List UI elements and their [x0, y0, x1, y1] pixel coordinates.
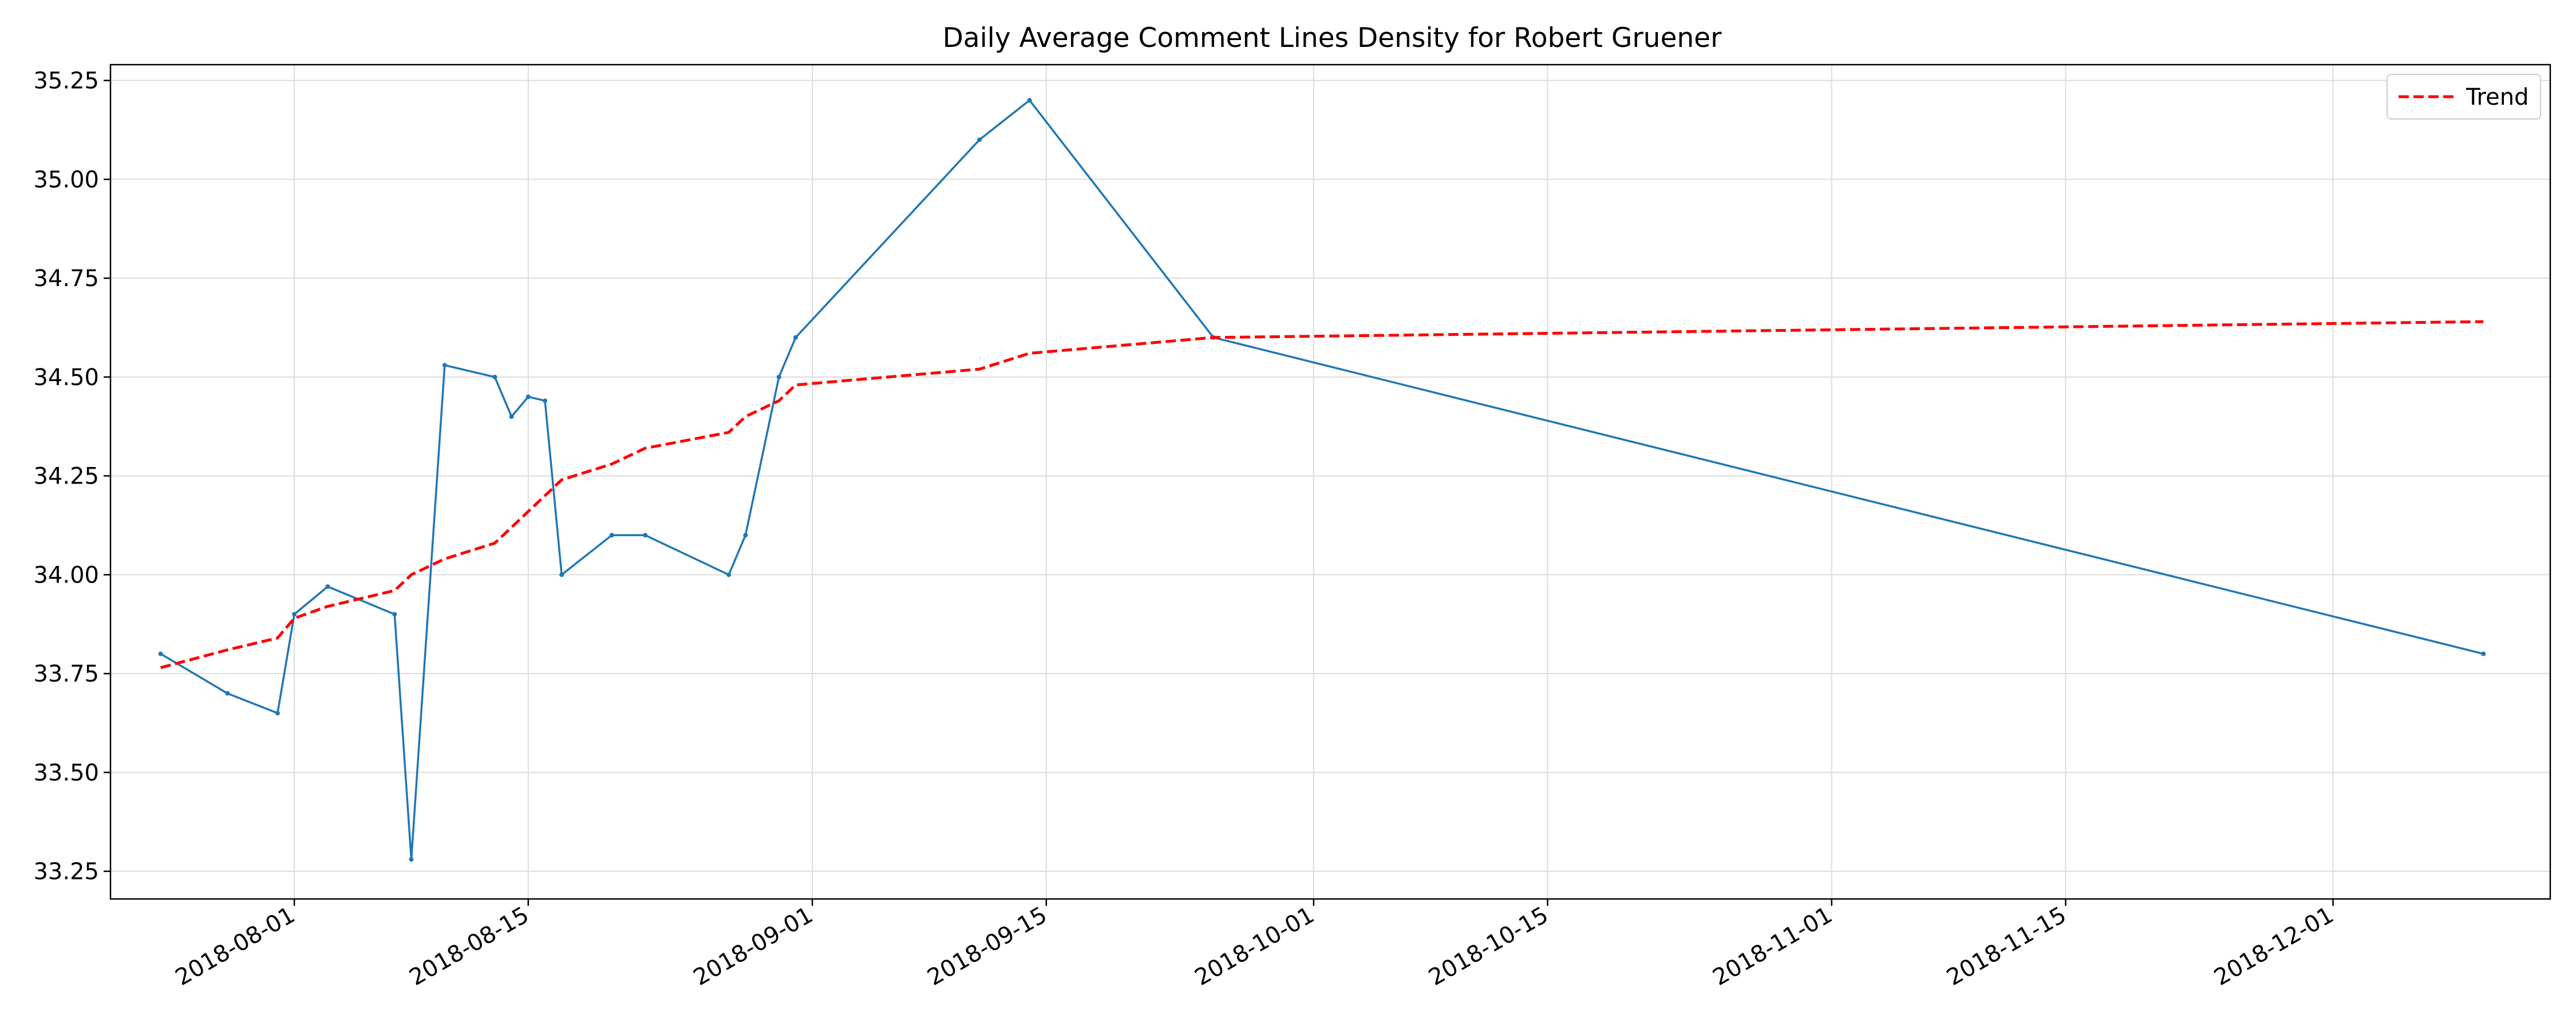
- y-tick-label-34-25: 34.25: [33, 464, 99, 490]
- y-tick-label-33-25: 33.25: [33, 859, 99, 885]
- data-point-density-16: [743, 533, 748, 538]
- data-point-density-4: [325, 584, 330, 589]
- data-point-density-2: [275, 711, 280, 716]
- data-point-density-7: [442, 363, 447, 368]
- y-tick-label-35-25: 35.25: [33, 68, 99, 94]
- y-tick-label-33-50: 33.50: [33, 760, 99, 786]
- data-point-density-19: [977, 137, 982, 142]
- data-point-density-11: [542, 398, 547, 403]
- y-tick-label-34-50: 34.50: [33, 365, 99, 391]
- legend-box: [2387, 74, 2541, 120]
- data-point-density-8: [492, 374, 497, 379]
- series-layer: [158, 98, 2486, 862]
- y-tick-label-34-00: 34.00: [33, 562, 99, 588]
- data-point-density-18: [793, 335, 798, 340]
- data-point-density-10: [526, 394, 531, 399]
- data-point-density-3: [292, 612, 297, 617]
- data-point-density-6: [409, 857, 414, 862]
- data-point-density-14: [643, 533, 648, 538]
- y-axis: 33.25 33.50 33.75 34.00 34.25 34.50 34.75 35.00…: [33, 68, 110, 885]
- axes-frame: [109, 64, 2551, 900]
- y-tick-label-35-00: 35.00: [33, 167, 99, 193]
- data-point-density-20: [1027, 98, 1032, 103]
- data-point-density-0: [158, 651, 163, 656]
- data-point-density-1: [225, 691, 230, 696]
- data-point-density-12: [559, 572, 564, 577]
- data-point-density-22: [2481, 651, 2486, 656]
- data-point-density-9: [509, 414, 514, 419]
- y-tick-label-33-75: 33.75: [33, 661, 99, 687]
- data-point-density-13: [609, 533, 614, 538]
- data-point-density-15: [726, 572, 732, 577]
- series-line-trend: [160, 320, 2484, 670]
- data-point-density-17: [776, 374, 781, 379]
- grid: [110, 65, 2550, 899]
- legend-label-trend: Trend: [2466, 84, 2528, 110]
- legend: Trend: [2387, 74, 2541, 120]
- y-tick-label-34-75: 34.75: [33, 266, 99, 292]
- chart-title: Daily Average Comment Lines Density for …: [943, 22, 1722, 54]
- data-point-density-5: [392, 612, 397, 617]
